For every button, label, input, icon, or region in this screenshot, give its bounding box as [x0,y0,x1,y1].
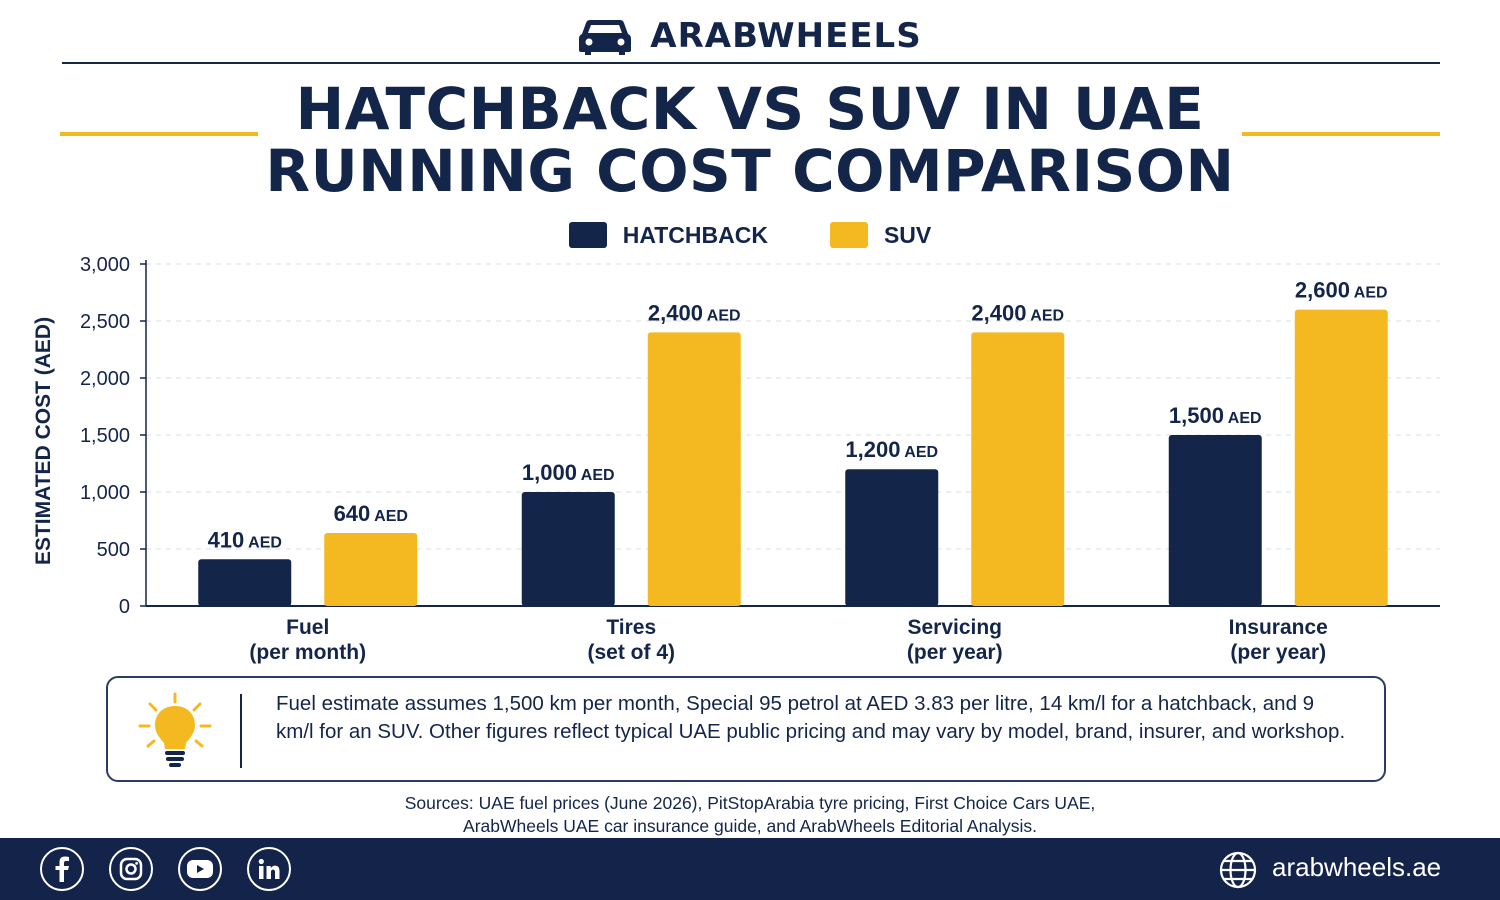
bar-suv [971,332,1065,606]
title-line-1: HATCHBACK VS SUV IN UAE [295,75,1205,143]
bar-value-label: 1,500 AED [1169,403,1262,428]
bar-value-label: 410 AED [208,527,282,552]
x-category-sublabel: (set of 4) [587,641,675,664]
legend-item-hatchback: HATCHBACK [568,221,768,249]
legend-item-suv: SUV [829,221,932,249]
website-link[interactable]: arabwheels.ae [1272,852,1442,882]
brand-name: ARABWHEELS [650,16,922,56]
legend-label-suv: SUV [883,221,932,248]
x-category-label: Insurance [1229,616,1328,639]
title-line-2: RUNNING COST COMPARISON [265,137,1235,205]
bar-value-label: 1,000 AED [522,460,615,485]
facebook-icon[interactable] [40,847,84,891]
bar-hatchback [1168,435,1262,606]
x-category-sublabel: (per month) [249,641,366,664]
sources-line-1: Sources: UAE fuel prices (June 2026), Pi… [404,793,1096,813]
legend-swatch-suv [829,222,868,248]
linkedin-icon[interactable] [247,847,291,891]
y-tick-label: 3,000 [80,254,130,276]
bar-suv [647,332,741,606]
note-text: Fuel estimate assumes 1,500 km per month… [276,692,1346,743]
bar-suv [324,533,418,606]
y-axis-label: ESTIMATED COST (AED) [32,317,55,565]
y-tick-label: 1,000 [80,482,130,504]
bar-hatchback [521,492,615,606]
chart-legend: HATCHBACK SUV [0,220,1500,250]
x-category-sublabel: (per year) [907,641,1003,664]
instagram-icon[interactable] [109,847,153,891]
bar-value-label: 2,600 AED [1295,278,1388,303]
header-divider [62,62,1440,64]
y-tick-label: 2,500 [80,311,130,333]
globe-icon [1218,850,1258,895]
y-tick-label: 1,500 [80,425,130,447]
bar-hatchback [198,559,292,606]
sources-text: Sources: UAE fuel prices (June 2026), Pi… [0,792,1500,838]
car-icon [578,16,632,56]
bar-chart: 0 500 1,000 1,500 2,000 2,500 3,000 ESTIMATED C… [32,254,1440,664]
footer-bar: arabwheels.ae [0,838,1500,900]
x-category-label: Fuel [286,616,329,639]
title-accent-left [60,132,258,136]
bar-suv [1294,309,1388,606]
y-tick-label: 500 [97,539,130,561]
note-divider [240,694,242,768]
assumptions-note: Fuel estimate assumes 1,500 km per month… [106,676,1386,782]
x-category-sublabel: (per year) [1230,641,1326,664]
bar-value-label: 640 AED [334,501,408,526]
bar-value-label: 2,400 AED [648,300,741,325]
sources-line-2: ArabWheels UAE car insurance guide, and … [463,816,1037,836]
x-category-label: Servicing [907,616,1002,639]
x-category-label: Tires [606,616,656,639]
y-tick-label: 2,000 [80,368,130,390]
lightbulb-icon [138,692,212,777]
bar-value-label: 2,400 AED [971,300,1064,325]
title-accent-right [1242,132,1440,136]
brand-header: ARABWHEELS [0,12,1500,60]
page-title: HATCHBACK VS SUV IN UAE RUNNING COST COM… [0,78,1500,202]
bar-value-label: 1,200 AED [845,437,938,462]
legend-label-hatchback: HATCHBACK [622,221,768,248]
youtube-icon[interactable] [178,847,222,891]
legend-swatch-hatchback [568,222,607,248]
y-tick-label: 0 [119,596,130,618]
bar-hatchback [845,469,939,606]
